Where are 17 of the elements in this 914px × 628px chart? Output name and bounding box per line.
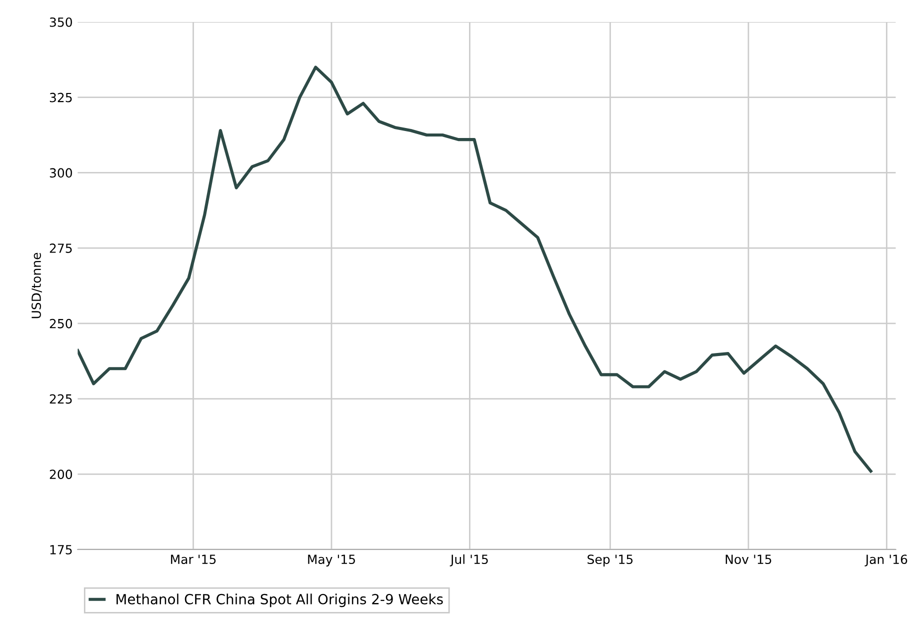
y-tick-label: 175 bbox=[50, 545, 72, 554]
x-tick-label: Nov '15 bbox=[726, 554, 772, 564]
y-tick-label: 225 bbox=[50, 394, 72, 404]
y-tick-label: 350 bbox=[50, 17, 72, 27]
x-tick-label: Mar '15 bbox=[171, 554, 216, 564]
y-tick-label: 325 bbox=[50, 92, 72, 102]
y-tick-label: 250 bbox=[50, 318, 72, 328]
legend-label: Methanol CFR China Spot All Origins 2-9 Weeks bbox=[116, 594, 443, 608]
x-tick-label: Jan '16 bbox=[864, 554, 908, 566]
x-tick-label: May '15 bbox=[308, 554, 355, 566]
line-series bbox=[78, 66, 872, 473]
y-tick-label: 300 bbox=[50, 168, 72, 178]
x-tick-label: Sep '15 bbox=[588, 554, 633, 566]
x-tick-label: Jul '15 bbox=[450, 554, 488, 566]
y-tick-label: 200 bbox=[50, 470, 72, 480]
y-tick-label: 275 bbox=[50, 244, 72, 253]
y-axis-title: USD/tonne bbox=[32, 252, 42, 318]
